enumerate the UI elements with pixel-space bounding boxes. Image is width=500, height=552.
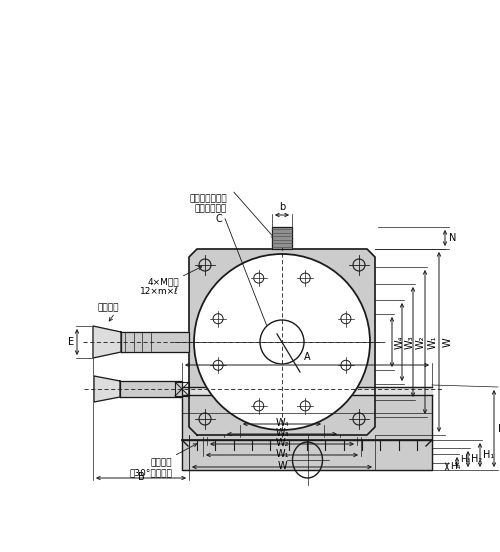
Polygon shape <box>182 395 432 440</box>
Text: b: b <box>279 202 285 212</box>
Text: ローレットノブ
（クランプ）: ローレットノブ （クランプ） <box>190 194 227 214</box>
Text: W₁: W₁ <box>275 449 289 459</box>
Circle shape <box>194 254 370 430</box>
Text: W₂: W₂ <box>275 438 289 448</box>
Text: W: W <box>277 461 287 471</box>
Text: C: C <box>215 214 222 224</box>
Polygon shape <box>93 326 121 358</box>
Text: ハンドル: ハンドル <box>98 303 120 312</box>
Text: スケール
（30°ピッチ）: スケール （30°ピッチ） <box>129 458 172 477</box>
Polygon shape <box>120 381 182 397</box>
Text: W: W <box>443 337 453 347</box>
Text: W₄: W₄ <box>275 418 289 428</box>
Text: W₁: W₁ <box>428 335 438 349</box>
Text: W₃: W₃ <box>275 428 289 438</box>
Bar <box>272 227 292 249</box>
Text: H₄: H₄ <box>450 462 460 471</box>
Text: H₂: H₂ <box>471 454 482 464</box>
Text: W₂: W₂ <box>416 335 426 349</box>
Text: H: H <box>498 423 500 433</box>
Polygon shape <box>121 332 189 352</box>
Text: E: E <box>68 337 74 347</box>
Text: H₃: H₃ <box>460 455 470 464</box>
Text: W₄: W₄ <box>395 335 405 349</box>
Text: 4×M通シ
12×m×ℓ: 4×M通シ 12×m×ℓ <box>140 277 179 296</box>
Polygon shape <box>182 440 432 470</box>
Text: A: A <box>304 352 311 362</box>
Polygon shape <box>94 376 120 402</box>
Text: B: B <box>138 472 144 482</box>
Text: H₁: H₁ <box>483 450 494 460</box>
Text: N: N <box>449 233 456 243</box>
Polygon shape <box>182 387 432 395</box>
Polygon shape <box>189 249 375 435</box>
Circle shape <box>260 320 304 364</box>
Text: W₃: W₃ <box>405 335 415 349</box>
